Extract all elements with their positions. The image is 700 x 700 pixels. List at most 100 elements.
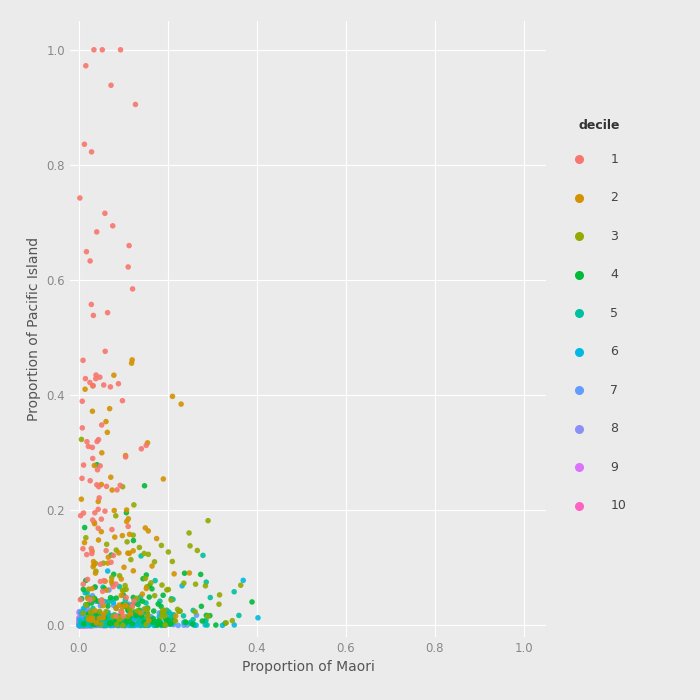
Point (153, 598, 164, 610)
Point (88, 620, 99, 631)
Point (120, 601, 132, 612)
Point (132, 619, 144, 630)
Point (78, 620, 90, 631)
Point (74, 614, 85, 625)
Point (74, 620, 85, 631)
Point (88, 609, 99, 620)
Point (121, 619, 132, 630)
Point (76, 593, 88, 604)
Point (105, 615, 116, 626)
Point (148, 615, 159, 626)
Point (135, 608, 146, 619)
Point (150, 575, 161, 586)
Point (74, 617, 85, 629)
Point (121, 612, 132, 623)
Point (81, 620, 92, 631)
Point (74, 619, 85, 630)
Point (202, 515, 214, 526)
Point (146, 583, 158, 594)
Point (78, 617, 89, 629)
Point (76, 494, 87, 505)
Point (210, 620, 221, 631)
Point (127, 600, 138, 611)
Point (115, 618, 126, 629)
Point (105, 472, 116, 483)
Point (88, 556, 99, 567)
Point (140, 573, 151, 584)
Point (91, 480, 102, 491)
Point (118, 589, 130, 601)
Point (109, 531, 120, 542)
Point (83, 612, 94, 623)
Point (78, 579, 89, 590)
Point (78, 618, 90, 629)
Point (122, 606, 134, 617)
Point (135, 617, 146, 628)
Point (157, 605, 168, 616)
Point (80, 619, 91, 630)
Point (91, 608, 102, 619)
Point (161, 614, 172, 625)
Point (77, 619, 88, 630)
Point (120, 592, 132, 603)
Point (124, 603, 135, 615)
Point (111, 617, 122, 628)
Point (85, 606, 96, 617)
Point (74, 620, 85, 631)
Point (74, 615, 85, 626)
Point (110, 620, 121, 631)
Point (93, 618, 104, 629)
Point (79, 620, 90, 631)
Text: 9: 9 (610, 461, 618, 474)
Point (174, 606, 186, 617)
Point (155, 616, 166, 627)
Point (104, 617, 115, 629)
Point (172, 603, 183, 615)
Point (158, 619, 169, 630)
Point (116, 606, 127, 617)
Point (81, 607, 92, 618)
Point (120, 580, 131, 591)
Point (75, 620, 86, 631)
Point (142, 603, 153, 614)
Point (83, 607, 94, 618)
Point (112, 619, 123, 630)
Point (85, 594, 96, 606)
Point (178, 578, 190, 589)
Point (100, 610, 111, 622)
Point (76, 620, 87, 631)
Point (126, 620, 137, 631)
Point (101, 539, 112, 550)
Point (152, 617, 163, 629)
Point (74, 612, 85, 623)
Point (75, 620, 86, 631)
Point (139, 616, 150, 627)
Point (163, 547, 174, 558)
Point (108, 616, 119, 627)
Point (102, 608, 113, 619)
Point (74, 619, 85, 630)
Point (136, 610, 147, 622)
Point (90, 582, 101, 593)
Point (87, 453, 98, 464)
Point (75, 617, 86, 629)
Point (91, 619, 102, 630)
Point (160, 608, 172, 619)
Point (174, 606, 186, 617)
Point (77, 543, 88, 554)
Point (199, 615, 211, 626)
Point (92, 459, 103, 470)
Point (88, 380, 99, 391)
Point (105, 592, 116, 603)
Point (95, 611, 106, 622)
Point (190, 606, 201, 617)
Point (143, 549, 154, 560)
Point (103, 610, 114, 621)
Point (220, 617, 231, 629)
Point (166, 593, 177, 604)
Point (82, 592, 93, 603)
Point (79, 620, 90, 631)
Point (99, 618, 110, 629)
Point (120, 619, 131, 630)
Point (95, 620, 106, 631)
